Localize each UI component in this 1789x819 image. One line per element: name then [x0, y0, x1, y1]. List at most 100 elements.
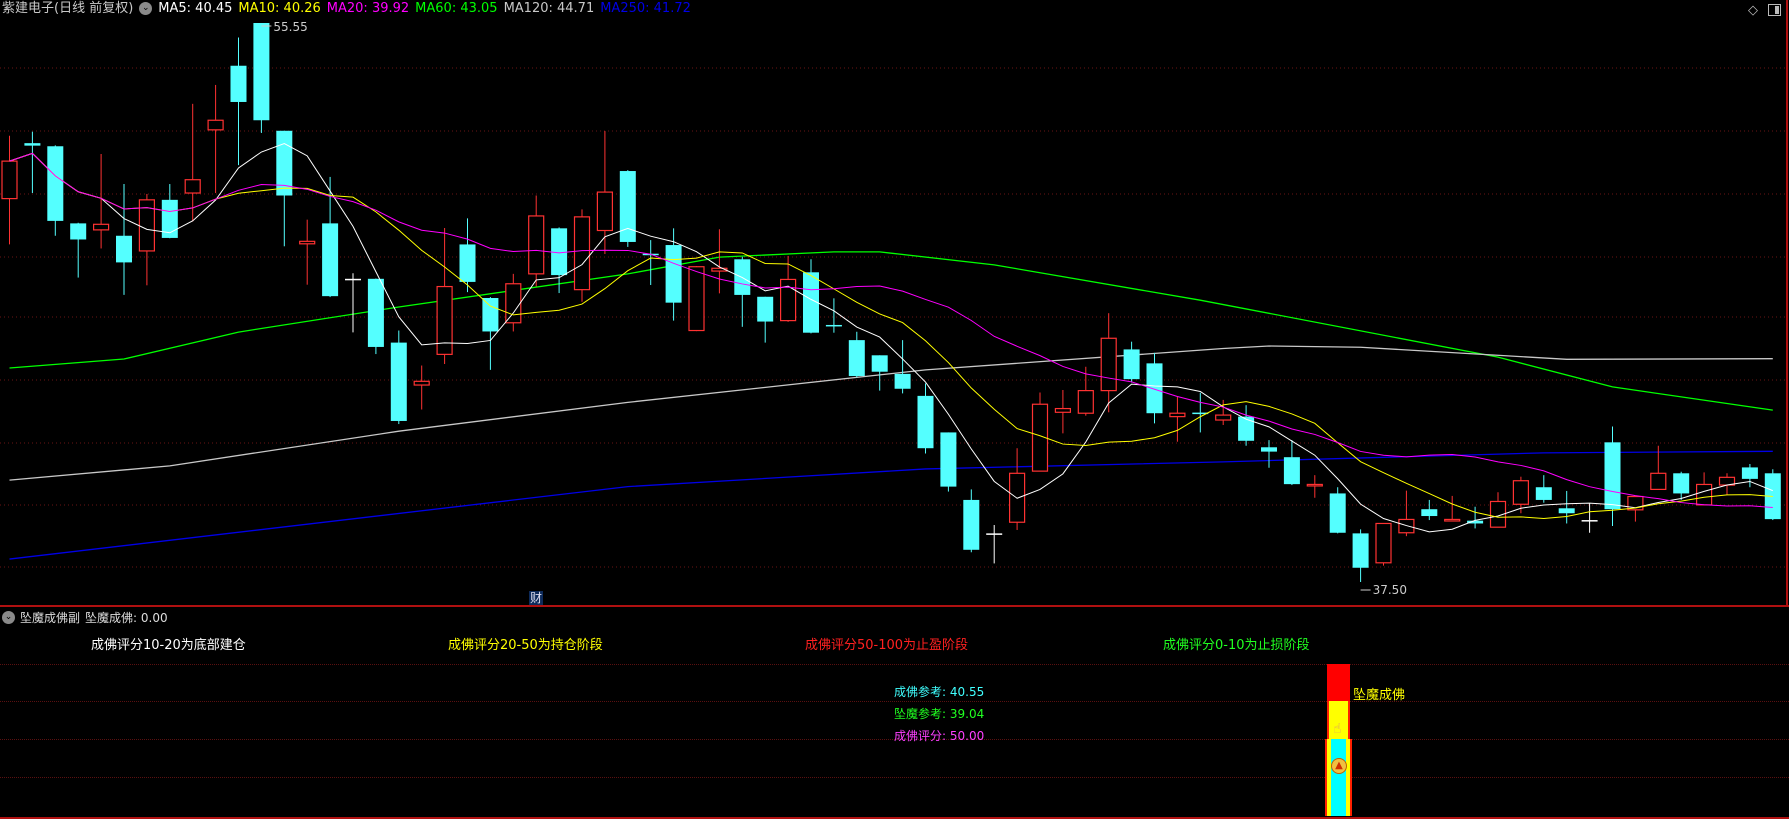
candle-body: [871, 355, 888, 372]
buddha-score: 成佛评分: 50.00: [894, 729, 985, 743]
bottom-border: [0, 817, 1789, 819]
candle: [1192, 392, 1209, 433]
stock-title[interactable]: 紫建电子(日线 前复权): [2, 0, 134, 16]
candle: [505, 273, 522, 332]
candle: [642, 240, 659, 286]
extreme-annotations: 55.55 37.50: [261, 20, 1407, 597]
up-chevron-badge-icon: ▲: [1331, 758, 1347, 774]
candle-body: [1741, 467, 1758, 479]
score-bar-bottom: [1327, 739, 1350, 816]
candle: [1077, 366, 1094, 416]
score-bar-label: 坠魔成佛: [1353, 688, 1406, 703]
candle-body: [688, 266, 705, 332]
candle: [1283, 440, 1300, 486]
candle-body: [596, 191, 614, 232]
candle-body: [1261, 447, 1277, 452]
candle: [184, 103, 201, 222]
candle-body: [779, 278, 797, 322]
ma120-line: [9, 345, 1773, 481]
candle-body: [1650, 472, 1667, 491]
candle: [413, 365, 430, 410]
candle: [894, 340, 911, 394]
max-price-label: 55.55: [273, 20, 307, 34]
candle-body: [1558, 508, 1575, 514]
candle: [779, 255, 797, 322]
candle-body: [253, 23, 270, 121]
candle-body: [1535, 487, 1552, 500]
legend-take-profit: 成佛评分50-100为止盈阶段: [805, 638, 969, 653]
candle: [986, 525, 1003, 564]
finance-event-marker[interactable]: 财: [529, 591, 544, 605]
candle-body: [207, 119, 224, 131]
candle-body: [1512, 480, 1530, 505]
candle: [1581, 503, 1598, 533]
candle: [1100, 313, 1117, 413]
candle: [138, 193, 155, 286]
candle-body: [47, 146, 64, 221]
candle: [1627, 495, 1644, 522]
diamond-icon[interactable]: ◇: [1748, 3, 1758, 18]
score-bar-top: [1327, 664, 1350, 701]
demon-reference: 坠魔参考: 39.04: [894, 707, 985, 721]
candle: [917, 383, 934, 454]
candle: [825, 298, 842, 333]
candle: [436, 228, 453, 364]
candle: [1329, 487, 1346, 534]
candle: [1261, 440, 1277, 468]
candle: [1123, 341, 1140, 383]
candlestick-chart[interactable]: 55.55 37.50: [0, 0, 1789, 606]
grid-line: [0, 664, 1789, 665]
candle: [207, 84, 224, 194]
candle: [116, 184, 132, 295]
candle-body: [848, 340, 865, 377]
candle: [1352, 529, 1369, 582]
sub-panel-title[interactable]: 坠魔成佛副: [20, 611, 81, 625]
candle-body: [528, 215, 545, 275]
candle-body: [1581, 520, 1598, 522]
ma120-label: MA120: 44.71: [503, 0, 595, 16]
candle-body: [24, 143, 41, 146]
chart-header: 紫建电子(日线 前复权) ⌄ MA5: 40.45 MA10: 40.26 MA…: [2, 0, 691, 17]
top-right-controls: ◇: [1748, 3, 1781, 18]
candle: [299, 219, 316, 285]
candle: [1512, 476, 1530, 514]
candle: [871, 355, 888, 391]
candle: [1741, 464, 1758, 488]
candle: [1558, 490, 1575, 524]
legend-stop-loss: 成佛评分0-10为止损阶段: [1163, 638, 1310, 653]
candle: [1421, 499, 1438, 521]
candle: [345, 273, 361, 333]
candle-body: [1, 160, 18, 200]
candle: [1467, 506, 1484, 529]
candle: [757, 296, 774, 343]
candle-body: [757, 296, 774, 322]
candle: [596, 131, 614, 255]
chevron-down-icon[interactable]: ⌄: [139, 2, 153, 15]
candle: [47, 145, 64, 236]
candle: [848, 331, 865, 378]
candle-body: [1695, 483, 1713, 506]
candles: [1, 23, 1781, 582]
candle-body: [1169, 412, 1186, 418]
panel-divider[interactable]: [0, 605, 1789, 607]
candle: [963, 489, 980, 553]
legend-hold: 成佛评分20-50为持仓阶段: [448, 638, 603, 653]
candle-body: [116, 235, 132, 263]
candle: [1695, 472, 1713, 506]
candle: [940, 432, 957, 492]
grid-line: [0, 777, 1789, 778]
candle: [367, 278, 384, 355]
panel-toggle-icon[interactable]: [1768, 4, 1781, 16]
candle: [1031, 392, 1049, 472]
candle-body: [184, 179, 201, 194]
candle-body: [803, 272, 819, 333]
score-bar-middle: [1327, 701, 1350, 739]
candle: [1650, 445, 1667, 491]
candle-body: [1421, 509, 1438, 517]
sub-panel-header: ⌄ 坠魔成佛副 坠魔成佛: 0.00: [2, 609, 168, 626]
candle-body: [1238, 416, 1255, 441]
chevron-down-icon[interactable]: ⌄: [2, 611, 15, 624]
candle-body: [70, 223, 87, 240]
candle: [1306, 475, 1323, 498]
long-ma-lines: [9, 251, 1773, 560]
